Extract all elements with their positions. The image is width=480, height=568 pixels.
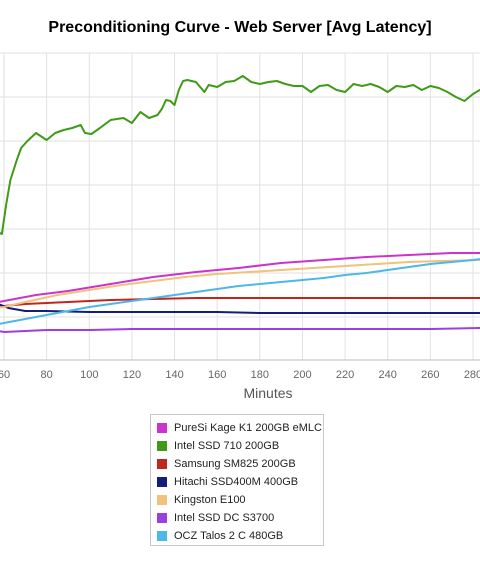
legend: PureSi Kage K1 200GB eMLC Intel SSD 710 2…	[150, 414, 324, 546]
series-line	[0, 252, 480, 303]
legend-label: OCZ Talos 2 C 480GB	[174, 530, 284, 542]
legend-label: Intel SSD DC S3700	[174, 512, 275, 524]
x-tick-label: 60	[0, 369, 10, 380]
legend-label: Hitachi SSD400M 400GB	[174, 476, 299, 488]
series-line	[0, 75, 480, 235]
x-tick-label: 160	[208, 369, 226, 380]
legend-swatch	[157, 477, 167, 487]
legend-swatch	[157, 531, 167, 541]
chart-title: Preconditioning Curve - Web Server [Avg …	[48, 19, 432, 36]
legend-item: Intel SSD 710 200GB	[157, 438, 279, 454]
legend-item: Samsung SM825 200GB	[157, 456, 296, 472]
legend-item: OCZ Talos 2 C 480GB	[157, 528, 283, 544]
plot-area: 60 80 100 120 140 160 180 200 220 240 260 280	[0, 52, 480, 380]
series-line	[0, 327, 480, 333]
x-tick-label: 140	[165, 369, 183, 380]
legend-swatch	[157, 459, 167, 469]
x-tick-label: 100	[80, 369, 98, 380]
x-tick-label: 80	[41, 369, 53, 380]
legend-label: Intel SSD 710 200GB	[174, 440, 280, 452]
legend-swatch	[157, 441, 167, 451]
x-tick-label: 180	[251, 369, 269, 380]
x-tick-label: 260	[421, 369, 439, 380]
series-line	[0, 258, 480, 325]
series-line	[0, 303, 480, 314]
x-tick-label: 280	[464, 369, 480, 380]
legend-swatch	[157, 495, 167, 505]
series-line	[0, 259, 480, 309]
legend-item: Kingston E100	[157, 492, 246, 508]
legend-label: PureSi Kage K1 200GB eMLC	[174, 422, 322, 434]
legend-label: Samsung SM825 200GB	[174, 458, 296, 470]
x-tick-label: 120	[123, 369, 141, 380]
legend-label: Kingston E100	[174, 494, 246, 506]
legend-item: Hitachi SSD400M 400GB	[157, 474, 298, 490]
x-tick-label: 240	[379, 369, 397, 380]
legend-item: PureSi Kage K1 200GB eMLC	[157, 420, 322, 436]
x-axis-label: Minutes	[243, 385, 293, 401]
series-line	[0, 297, 480, 307]
x-tick-label: 220	[336, 369, 354, 380]
legend-swatch	[157, 513, 167, 523]
legend-item: Intel SSD DC S3700	[157, 510, 274, 526]
x-tick-label: 200	[293, 369, 311, 380]
legend-swatch	[157, 423, 167, 433]
